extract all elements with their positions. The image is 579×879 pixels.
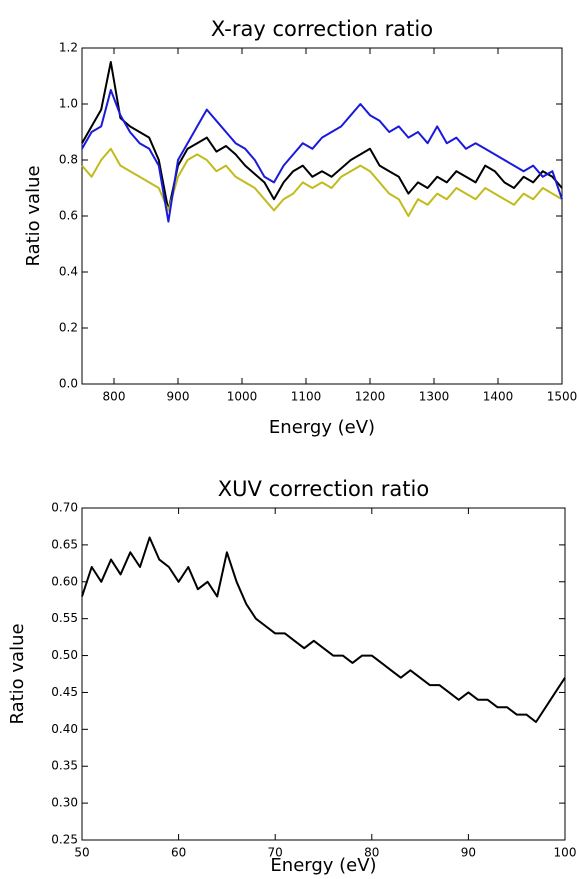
y-tick-label: 0.2 [59, 321, 78, 335]
y-tick-label: 0.35 [51, 759, 78, 773]
plot-frame [81, 507, 566, 841]
x-tick-label: 800 [103, 390, 126, 404]
y-tick-label: 0.65 [51, 537, 78, 551]
data-line [81, 147, 563, 217]
y-tick-label: 0.70 [51, 501, 78, 515]
y-tick-label: 0.0 [59, 377, 78, 391]
x-axis-label: Energy (eV) [270, 855, 376, 876]
x-tick-label: 90 [461, 846, 476, 860]
data-line [81, 536, 566, 723]
y-tick-label: 0.50 [51, 648, 78, 662]
chart-title: XUV correction ratio [218, 477, 429, 501]
y-tick-label: 1.0 [59, 97, 78, 111]
y-tick-label: 0.40 [51, 722, 78, 736]
x-tick-label: 1200 [355, 390, 386, 404]
data-line [81, 89, 563, 223]
x-tick-label: 1100 [291, 390, 322, 404]
y-tick-label: 0.6 [59, 209, 78, 223]
y-tick-label: 0.4 [59, 265, 78, 279]
x-tick-label: 900 [167, 390, 190, 404]
y-tick-label: 0.45 [51, 685, 78, 699]
y-tick-label: 0.55 [51, 611, 78, 625]
x-tick-label: 1400 [483, 390, 514, 404]
x-tick-label: 1500 [547, 390, 578, 404]
y-tick-label: 0.25 [51, 833, 78, 847]
x-tick-label: 70 [268, 846, 283, 860]
x-tick-label: 100 [554, 846, 577, 860]
y-tick-label: 1.2 [59, 41, 78, 55]
x-tick-label: 1300 [419, 390, 450, 404]
chart-title: X-ray correction ratio [211, 17, 433, 41]
y-tick-label: 0.8 [59, 153, 78, 167]
x-tick-label: 1000 [227, 390, 258, 404]
y-tick-label: 0.60 [51, 574, 78, 588]
data-line [81, 61, 563, 212]
x-tick-label: 50 [74, 846, 89, 860]
x-axis-label: Energy (eV) [269, 417, 375, 438]
y-axis-label: Ratio value [7, 623, 28, 724]
x-tick-label: 60 [171, 846, 186, 860]
y-axis-label: Ratio value [23, 165, 44, 266]
x-tick-label: 80 [364, 846, 379, 860]
plot-frame [81, 47, 563, 385]
y-tick-label: 0.30 [51, 796, 78, 810]
